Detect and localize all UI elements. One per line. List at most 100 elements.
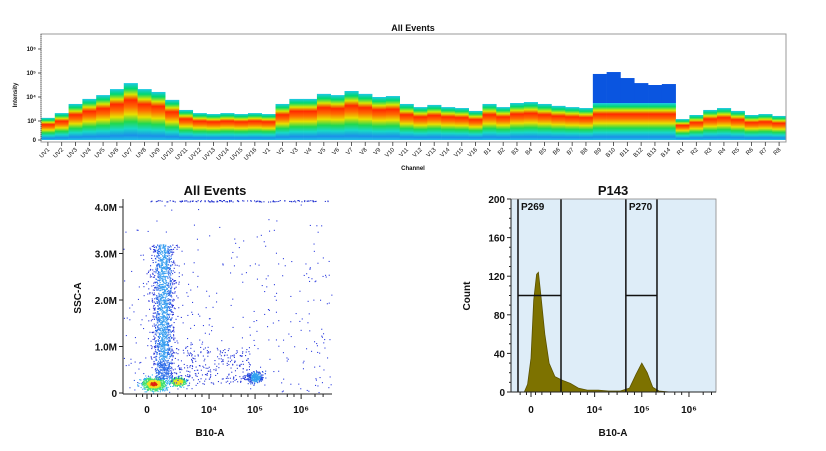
scatter-point (153, 246, 155, 248)
scatter-point (315, 378, 317, 380)
scatter-point (169, 368, 171, 370)
scatter-point (211, 325, 213, 327)
scatter-point (214, 363, 216, 365)
scatter-point (156, 317, 158, 319)
scatter-point (196, 369, 198, 371)
scatter-point (163, 377, 165, 379)
scatter-point (165, 269, 167, 271)
scatter-point (157, 335, 159, 337)
scatter-point (177, 342, 179, 344)
scatter-point (158, 307, 160, 309)
scatter-point (158, 388, 160, 390)
histogram-x-tick-label: 10⁵ (634, 405, 650, 416)
scatter-point (165, 367, 167, 369)
scatter-point (163, 327, 165, 329)
scatter-point (173, 260, 175, 262)
scatter-point (158, 304, 160, 306)
scatter-point (157, 318, 159, 320)
scatter-point (190, 289, 192, 291)
scatter-point (153, 363, 155, 365)
scatter-point (300, 329, 302, 331)
scatter-point (178, 376, 180, 378)
scatter-point (164, 390, 166, 392)
scatter-point (194, 370, 196, 372)
scatter-point (172, 369, 174, 371)
scatter-point (190, 342, 192, 344)
scatter-point (162, 300, 164, 302)
scatter-point (298, 200, 300, 202)
channel-label-R2: R2 (690, 147, 700, 157)
scatter-point (170, 291, 172, 293)
scatter-point (159, 277, 161, 279)
scatter-point (193, 224, 195, 226)
scatter-point (162, 312, 164, 314)
scatter-point (172, 313, 174, 315)
scatter-point (241, 347, 243, 349)
scatter-point (207, 355, 209, 357)
scatter-point (128, 364, 130, 366)
channel-label-R6: R6 (745, 147, 755, 157)
scatter-point (164, 345, 166, 347)
scatter-point (166, 306, 168, 308)
scatter-point (161, 327, 163, 329)
scatter-point (260, 376, 262, 378)
scatter-point (163, 339, 165, 341)
channel-label-R1: R1 (676, 147, 686, 157)
scatter-point (167, 248, 169, 250)
scatter-point (250, 380, 252, 382)
scatter-point (246, 378, 248, 380)
scatter-point (154, 382, 156, 384)
scatter-point (168, 361, 170, 363)
scatter-point (258, 201, 260, 203)
channel-label-V13: V13 (426, 147, 438, 159)
scatter-point (170, 286, 172, 288)
scatter-point (155, 372, 157, 374)
scatter-point (166, 337, 168, 339)
scatter-point (162, 307, 164, 309)
scatter-point (148, 378, 150, 380)
scatter-point (160, 346, 162, 348)
scatter-point (159, 247, 161, 249)
scatter-point (147, 281, 149, 283)
scatter-point (300, 204, 302, 206)
scatter-point (163, 352, 165, 354)
scatter-point (157, 330, 159, 332)
scatter-point (171, 300, 173, 302)
scatter-point (144, 378, 146, 380)
scatter-point (259, 380, 261, 382)
scatter-point (161, 379, 163, 381)
scatter-point (168, 348, 170, 350)
scatter-point (314, 281, 316, 283)
scatter-point (166, 354, 168, 356)
spectrum-column-R7 (758, 114, 773, 140)
scatter-point (172, 270, 174, 272)
scatter-point (154, 298, 156, 300)
scatter-point (143, 382, 145, 384)
scatter-point (165, 380, 167, 382)
scatter-point (134, 361, 136, 363)
scatter-point (151, 379, 153, 381)
scatter-point (253, 380, 255, 382)
spectrum-column-V3 (289, 98, 304, 140)
scatter-point (305, 263, 307, 265)
scatter-point (166, 324, 168, 326)
scatter-point (148, 385, 150, 387)
scatter-point (149, 376, 151, 378)
scatter-point (163, 350, 165, 352)
scatter-point (258, 264, 260, 266)
scatter-point (147, 271, 149, 273)
scatter-point (263, 241, 265, 243)
scatter-point (177, 381, 179, 383)
scatter-point (166, 357, 168, 359)
scatter-point (261, 378, 263, 380)
scatter-point (160, 269, 162, 271)
scatter-point (161, 295, 163, 297)
scatter-point (262, 377, 264, 379)
scatter-point (143, 378, 145, 380)
scatter-point (242, 376, 244, 378)
scatter-point (156, 322, 158, 324)
scatter-point (168, 371, 170, 373)
scatter-point (167, 303, 169, 305)
scatter-point (164, 300, 166, 302)
